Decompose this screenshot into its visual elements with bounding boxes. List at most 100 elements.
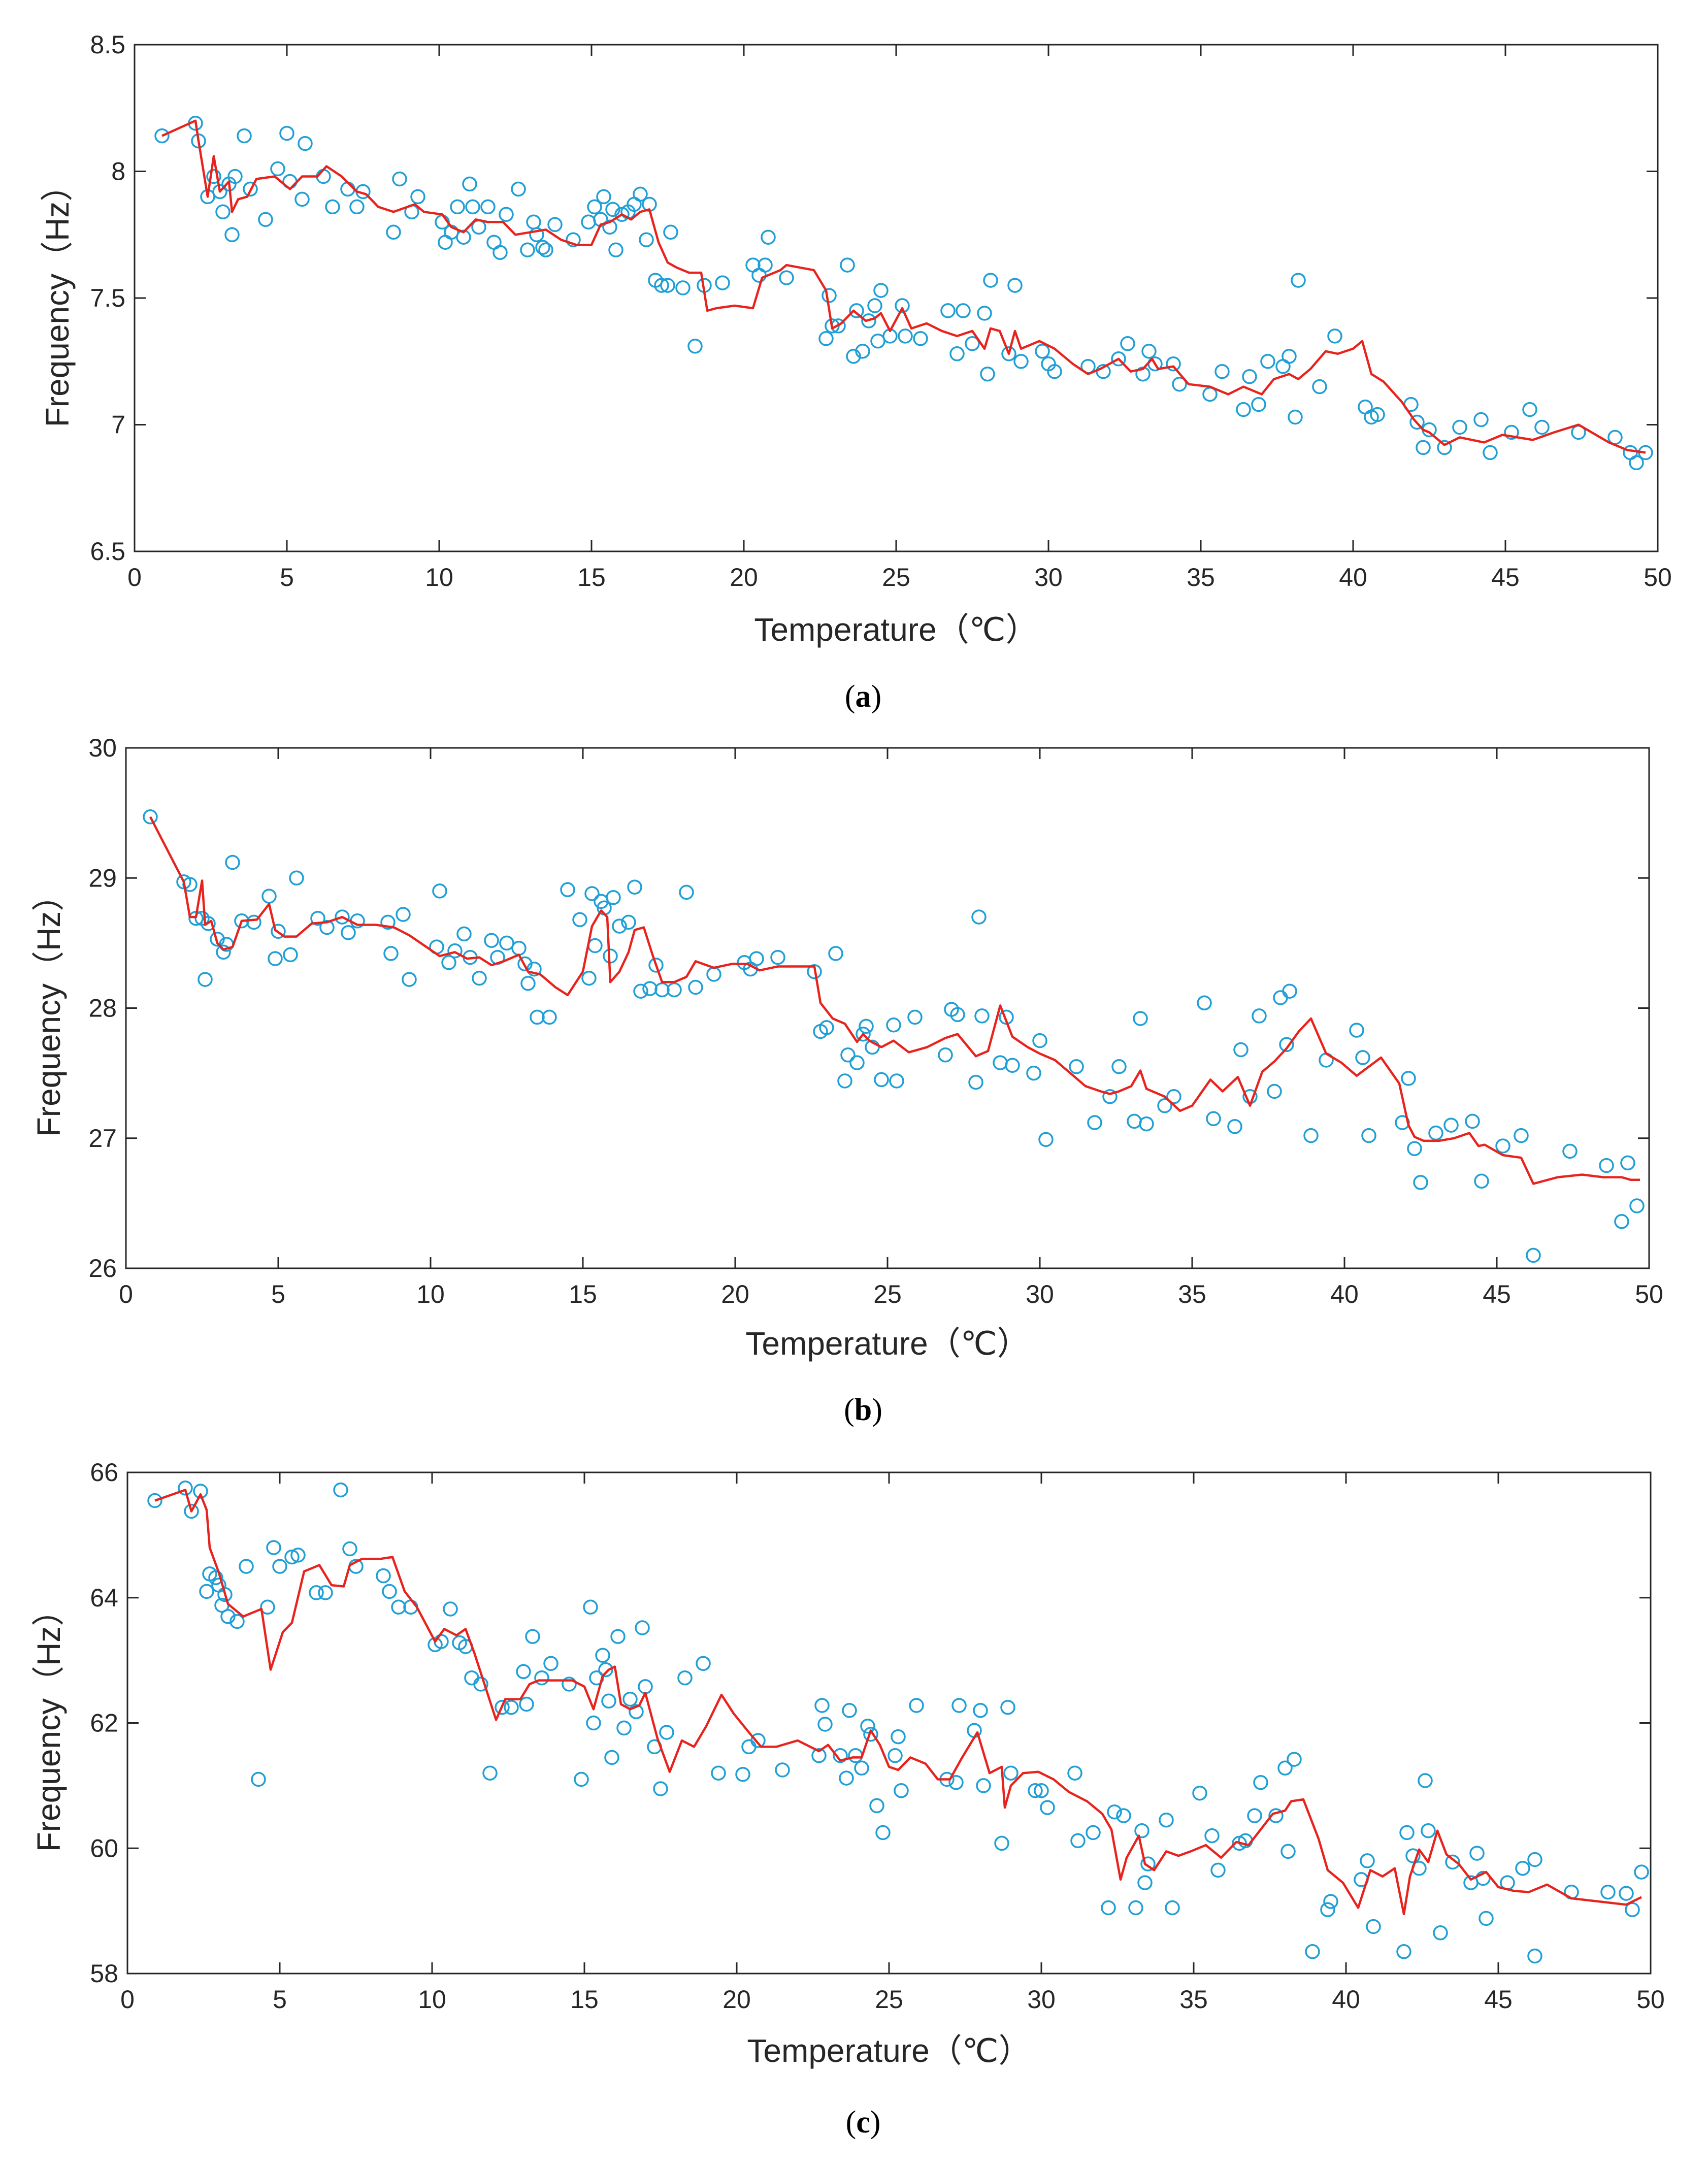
data-point <box>889 1073 904 1089</box>
data-point <box>587 199 602 215</box>
data-point <box>217 1587 233 1602</box>
data-point <box>1534 419 1550 435</box>
data-point <box>1028 1783 1043 1798</box>
data-point <box>1327 329 1342 344</box>
data-point <box>949 346 965 362</box>
x-tick-label: 10 <box>418 1985 446 2014</box>
data-point <box>199 1584 214 1599</box>
data-point <box>325 199 340 215</box>
data-point <box>659 1725 674 1740</box>
y-tick-label: 28 <box>88 994 117 1023</box>
scatter-points <box>154 115 1653 471</box>
data-point <box>309 1585 324 1600</box>
data-point <box>909 1698 924 1713</box>
data-point <box>888 1748 903 1763</box>
x-tick-label: 20 <box>722 1985 751 2014</box>
data-point <box>432 883 447 899</box>
x-tick-label: 45 <box>1484 1985 1513 2014</box>
data-point <box>1629 1198 1645 1213</box>
data-point <box>583 1599 598 1615</box>
x-tick-labels: 0 5 10 15 20 25 30 35 40 45 50 <box>119 1280 1663 1308</box>
x-tick-label: 45 <box>1483 1280 1511 1308</box>
data-point <box>1465 1113 1480 1129</box>
data-point <box>1527 1852 1542 1867</box>
data-point <box>229 1614 245 1629</box>
data-point <box>178 1481 193 1496</box>
x-tick-label: 30 <box>1027 1985 1056 2014</box>
data-point <box>1312 379 1327 395</box>
data-point <box>971 909 987 925</box>
data-point <box>976 1778 991 1793</box>
data-point <box>538 242 553 257</box>
data-point <box>450 199 465 215</box>
x-tick-labels: 0 5 10 15 20 25 30 35 40 45 50 <box>120 1985 1665 2014</box>
data-point <box>1515 1860 1530 1876</box>
data-point <box>534 1670 549 1686</box>
data-point <box>1280 1844 1296 1859</box>
data-point <box>1522 402 1537 417</box>
data-point <box>1172 376 1187 392</box>
x-tick-label: 40 <box>1339 563 1367 592</box>
data-point <box>1069 1059 1084 1074</box>
data-point <box>1437 440 1452 455</box>
y-axis-title: Frequency（Hz） <box>39 169 76 428</box>
fitted-line <box>154 1489 1642 1916</box>
data-point <box>870 334 885 349</box>
fitted-curve <box>161 119 1646 454</box>
data-point <box>610 1629 626 1644</box>
x-tick-label: 10 <box>416 1280 445 1308</box>
data-point <box>837 1073 852 1089</box>
data-point <box>817 1717 833 1732</box>
data-point <box>1416 440 1431 455</box>
data-point <box>860 1718 875 1734</box>
data-point <box>335 909 350 925</box>
data-point <box>1634 1864 1649 1880</box>
data-point <box>873 283 889 298</box>
data-point <box>679 884 694 900</box>
data-point <box>1133 1011 1148 1026</box>
x-axis-title: Temperature（℃） <box>747 2032 1031 2069</box>
x-tick-label: 15 <box>577 563 606 592</box>
data-point <box>1086 1825 1101 1841</box>
x-tick-label: 30 <box>1034 563 1063 592</box>
data-point <box>237 128 252 144</box>
data-point <box>608 242 623 257</box>
data-point <box>239 1559 254 1574</box>
data-point <box>675 280 691 295</box>
panel-caption-letter: a <box>856 679 871 714</box>
data-point <box>206 169 221 184</box>
data-point <box>529 227 544 243</box>
data-point <box>220 1609 236 1624</box>
data-point <box>1445 1854 1460 1870</box>
data-point <box>1034 1783 1049 1798</box>
data-point <box>1619 1886 1634 1901</box>
data-point <box>1087 1115 1102 1130</box>
data-point <box>574 1771 589 1787</box>
data-point <box>1268 1808 1284 1823</box>
data-point <box>480 199 496 215</box>
x-tick-label: 35 <box>1178 1280 1206 1308</box>
data-point <box>688 979 703 995</box>
data-point <box>654 278 669 293</box>
x-axis-title: Temperature（℃） <box>754 611 1038 648</box>
data-point <box>980 366 995 382</box>
data-point <box>530 1009 545 1025</box>
data-point <box>696 1656 711 1671</box>
data-point <box>891 1729 906 1745</box>
chart-panel-b: 0 5 10 15 20 25 30 35 40 45 50 26 27 28 29 30 Temperat… <box>30 734 1663 1427</box>
data-point <box>1291 273 1306 288</box>
data-point <box>1405 1848 1421 1863</box>
data-point <box>598 1662 613 1678</box>
data-point <box>1483 445 1498 461</box>
data-point <box>333 1482 348 1498</box>
data-point <box>1599 1158 1614 1173</box>
data-point <box>251 1771 266 1787</box>
data-point <box>284 1549 300 1565</box>
x-tick-label: 10 <box>425 563 453 592</box>
data-point <box>1227 1119 1242 1134</box>
data-point <box>604 1750 619 1765</box>
data-point <box>290 1548 306 1563</box>
y-tick-label: 58 <box>90 1959 118 1988</box>
panel-caption: (a) <box>845 679 881 714</box>
